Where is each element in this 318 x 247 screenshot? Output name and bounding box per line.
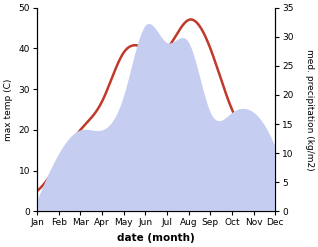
Y-axis label: max temp (C): max temp (C): [4, 78, 13, 141]
X-axis label: date (month): date (month): [117, 233, 195, 243]
Y-axis label: med. precipitation (kg/m2): med. precipitation (kg/m2): [305, 49, 314, 170]
